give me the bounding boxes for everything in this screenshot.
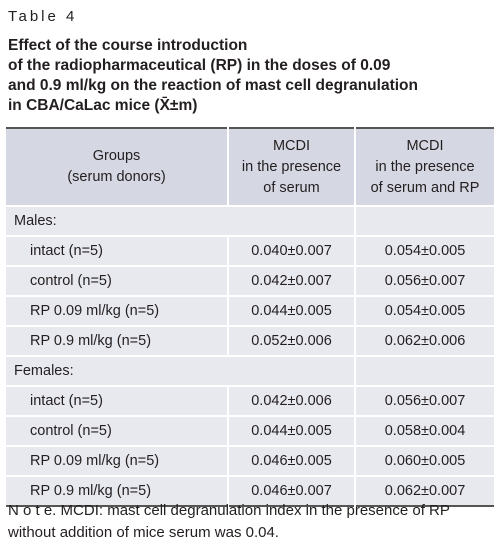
header-cell: MCDI in the presence of serum and RP (355, 128, 494, 206)
data-row: intact (n=5) 0.042±0.006 0.056±0.007 (6, 385, 494, 416)
group-cell: RP 0.9 ml/kg (n=5) (6, 475, 229, 506)
group-cell: control (n=5) (6, 265, 229, 296)
title-line: of the radiopharmaceutical (RP) in the d… (8, 57, 391, 74)
value-cell: 0.044±0.005 (228, 295, 356, 326)
value-cell: 0.046±0.005 (228, 445, 356, 476)
table-title: Effect of the course introduction of the … (8, 36, 418, 116)
data-row: intact (n=5) 0.040±0.007 0.054±0.005 (6, 235, 494, 266)
header-line: in the presence (375, 158, 475, 175)
table-label: Table 4 (8, 8, 78, 25)
section-row: Females: (6, 355, 494, 386)
data-table: Groups (serum donors) MCDI in the presence o… (6, 127, 494, 507)
section-label: Males: (6, 205, 228, 236)
note-text: MCDI: mast cell degranulation index in t… (8, 502, 450, 541)
value-cell: 0.062±0.006 (355, 325, 494, 356)
value-cell: 0.062±0.007 (355, 475, 494, 506)
empty-cell (355, 205, 494, 236)
value-cell: 0.044±0.005 (228, 415, 356, 446)
table-body: Males: intact (n=5) 0.040±0.007 0.054±0.005… (6, 205, 494, 506)
section-label: Females: (6, 355, 228, 386)
value-cell: 0.040±0.007 (228, 235, 356, 266)
empty-cell (228, 355, 356, 386)
empty-cell (228, 205, 356, 236)
value-cell: 0.054±0.005 (355, 295, 494, 326)
title-line: and 0.9 ml/kg on the reaction of mast ce… (8, 77, 418, 94)
header-line: Groups (92, 148, 141, 164)
note: N o t e. MCDI: mast cell degranulation i… (8, 500, 492, 544)
title-line: Effect of the course introduction (8, 37, 248, 54)
group-cell: RP 0.09 ml/kg (n=5) (6, 295, 229, 326)
header-line: of serum and RP (370, 179, 480, 196)
data-row: control (n=5) 0.042±0.007 0.056±0.007 (6, 265, 494, 296)
data-row: RP 0.9 ml/kg (n=5) 0.046±0.007 0.062±0.007 (6, 475, 494, 506)
empty-cell (355, 355, 494, 386)
group-cell: intact (n=5) (6, 235, 229, 266)
value-cell: 0.052±0.006 (228, 325, 356, 356)
group-cell: RP 0.9 ml/kg (n=5) (6, 325, 229, 356)
header-row: Groups (serum donors) MCDI in the presence o… (6, 128, 494, 206)
group-cell: intact (n=5) (6, 385, 229, 416)
table-head: Groups (serum donors) MCDI in the presence o… (6, 128, 494, 206)
data-row: RP 0.09 ml/kg (n=5) 0.046±0.005 0.060±0.00… (6, 445, 494, 476)
data-row: control (n=5) 0.044±0.005 0.058±0.004 (6, 415, 494, 446)
title-line: in CBA/CaLac mice (X̄±m) (8, 97, 198, 114)
data-row: RP 0.9 ml/kg (n=5) 0.052±0.006 0.062±0.006 (6, 325, 494, 356)
value-cell: 0.054±0.005 (355, 235, 494, 266)
value-cell: 0.056±0.007 (355, 265, 494, 296)
group-cell: RP 0.09 ml/kg (n=5) (6, 445, 229, 476)
value-cell: 0.042±0.006 (228, 385, 356, 416)
section-row: Males: (6, 205, 494, 236)
value-cell: 0.042±0.007 (228, 265, 356, 296)
value-cell: 0.058±0.004 (355, 415, 494, 446)
note-lead: N o t e. (8, 502, 57, 519)
header-line: in the presence (241, 158, 342, 175)
header-line: of serum (263, 179, 320, 196)
value-cell: 0.060±0.005 (355, 445, 494, 476)
data-row: RP 0.09 ml/kg (n=5) 0.044±0.005 0.054±0.00… (6, 295, 494, 326)
value-cell: 0.046±0.007 (228, 475, 356, 506)
header-line: MCDI (406, 137, 444, 154)
header-cell: MCDI in the presence of serum (228, 128, 356, 206)
value-cell: 0.056±0.007 (355, 385, 494, 416)
header-line: (serum donors) (67, 169, 166, 185)
header-line: MCDI (272, 137, 311, 154)
group-cell: control (n=5) (6, 415, 229, 446)
header-cell: Groups (serum donors) (6, 128, 229, 206)
